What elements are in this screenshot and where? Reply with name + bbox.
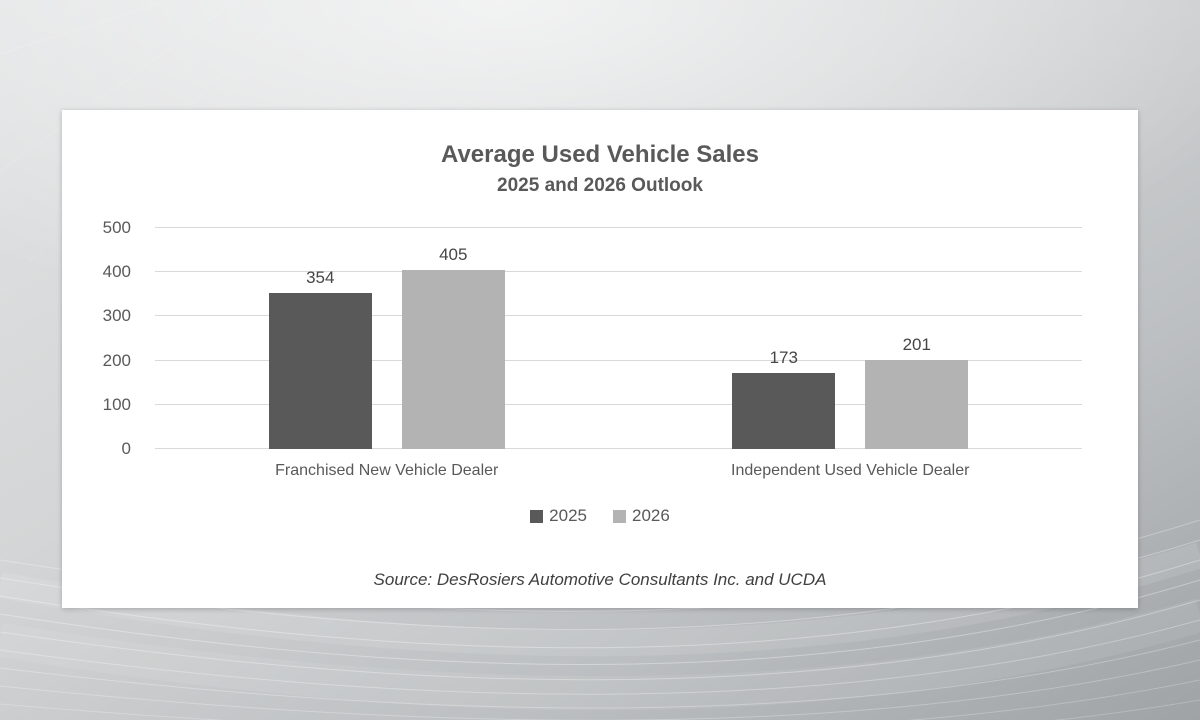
y-tick-label-100: 100 xyxy=(102,394,131,414)
source-note: Source: DesRosiers Automotive Consultant… xyxy=(373,570,827,589)
bar-2025-1[interactable]: 354 xyxy=(268,268,372,449)
gridline-0 xyxy=(155,448,1082,449)
bar-value-label: 173 xyxy=(769,347,798,367)
bar-group-1: 354 405 xyxy=(268,228,505,449)
legend-item-2026[interactable]: 2026 xyxy=(613,506,670,526)
y-tick-label-200: 200 xyxy=(102,350,131,370)
bar-2026-2[interactable]: 201 xyxy=(865,335,969,449)
bar-group-2: 173 201 xyxy=(732,228,969,449)
y-tick-label-400: 400 xyxy=(102,262,131,282)
bar-value-label: 354 xyxy=(306,267,335,287)
plot-area: 354 405 Franchised New Vehicle Dealer 173 20… xyxy=(155,227,1082,479)
chart-legend: 2025 2026 xyxy=(62,506,1138,526)
gridline-300 xyxy=(155,315,1082,317)
gridline-500 xyxy=(155,227,1082,228)
category-label-1: Franchised New Vehicle Dealer xyxy=(275,462,499,479)
chart-subtitle: 2025 and 2026 Outlook xyxy=(497,175,703,196)
bar-2026-1[interactable]: 405 xyxy=(401,245,505,449)
gridline-200 xyxy=(155,359,1082,361)
bar-2025-2[interactable]: 173 xyxy=(732,348,836,449)
legend-item-2025[interactable]: 2025 xyxy=(530,506,587,526)
bar-value-label: 201 xyxy=(902,335,931,355)
legend-label: 2025 xyxy=(549,506,587,525)
legend-swatch-icon xyxy=(530,509,544,523)
y-tick-label-500: 500 xyxy=(102,218,131,237)
bar-value-label: 405 xyxy=(439,245,468,264)
y-axis: 0 100 200 300 400 500 xyxy=(62,218,147,458)
y-tick-label-0: 0 xyxy=(121,439,131,458)
legend-label: 2026 xyxy=(632,506,670,525)
legend-swatch-icon xyxy=(613,509,626,523)
chart-title: Average Used Vehicle Sales xyxy=(441,141,759,168)
chart-card: Average Used Vehicle Sales 2025 and 2026… xyxy=(62,110,1138,608)
gridline-400 xyxy=(155,271,1082,273)
y-tick-label-300: 300 xyxy=(102,306,131,326)
gridline-100 xyxy=(155,403,1082,405)
category-label-2: Independent Used Vehicle Dealer xyxy=(731,462,970,479)
chart-header: Average Used Vehicle Sales 2025 and 2026… xyxy=(62,140,1138,197)
